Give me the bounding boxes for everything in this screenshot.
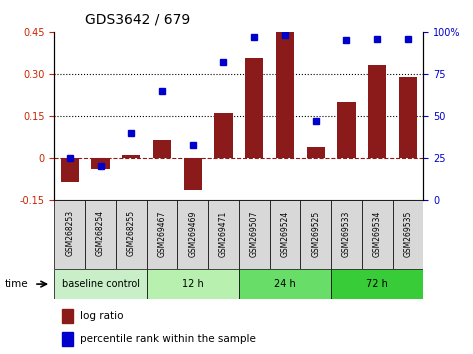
Bar bbox=[245, 58, 263, 158]
Bar bbox=[300, 200, 331, 269]
Bar bbox=[61, 158, 79, 182]
Bar bbox=[399, 77, 417, 158]
Bar bbox=[307, 147, 325, 158]
Bar bbox=[337, 102, 356, 158]
Text: GSM269507: GSM269507 bbox=[250, 210, 259, 257]
Bar bbox=[85, 200, 116, 269]
Bar bbox=[54, 269, 147, 299]
Bar bbox=[62, 332, 73, 346]
Text: GSM269471: GSM269471 bbox=[219, 210, 228, 257]
Text: time: time bbox=[5, 279, 28, 289]
Text: GSM269467: GSM269467 bbox=[158, 210, 166, 257]
Bar bbox=[331, 269, 423, 299]
Bar bbox=[116, 200, 147, 269]
Text: GSM269469: GSM269469 bbox=[188, 210, 197, 257]
Bar bbox=[208, 200, 239, 269]
Text: GSM269534: GSM269534 bbox=[373, 210, 382, 257]
Bar bbox=[214, 113, 233, 158]
Bar bbox=[153, 140, 171, 158]
Bar bbox=[331, 200, 362, 269]
Bar bbox=[362, 200, 393, 269]
Bar bbox=[147, 269, 239, 299]
Text: 72 h: 72 h bbox=[366, 279, 388, 289]
Text: 24 h: 24 h bbox=[274, 279, 296, 289]
Text: GSM268253: GSM268253 bbox=[65, 210, 74, 257]
Bar bbox=[147, 200, 177, 269]
Bar bbox=[276, 32, 294, 158]
Bar bbox=[239, 269, 331, 299]
Text: GSM268254: GSM268254 bbox=[96, 210, 105, 257]
Text: 12 h: 12 h bbox=[182, 279, 203, 289]
Text: GSM269535: GSM269535 bbox=[403, 210, 412, 257]
Text: GSM269533: GSM269533 bbox=[342, 210, 351, 257]
Text: GSM269525: GSM269525 bbox=[311, 210, 320, 257]
Bar bbox=[62, 309, 73, 323]
Bar bbox=[393, 200, 423, 269]
Bar bbox=[184, 158, 202, 190]
Text: GSM269524: GSM269524 bbox=[280, 210, 289, 257]
Bar bbox=[54, 200, 85, 269]
Bar bbox=[270, 200, 300, 269]
Text: GDS3642 / 679: GDS3642 / 679 bbox=[85, 12, 191, 27]
Bar bbox=[368, 65, 386, 158]
Text: log ratio: log ratio bbox=[80, 311, 124, 321]
Text: baseline control: baseline control bbox=[61, 279, 140, 289]
Bar bbox=[91, 158, 110, 169]
Bar bbox=[122, 155, 140, 158]
Bar bbox=[239, 200, 270, 269]
Text: GSM268255: GSM268255 bbox=[127, 210, 136, 257]
Bar bbox=[177, 200, 208, 269]
Text: percentile rank within the sample: percentile rank within the sample bbox=[80, 334, 256, 344]
